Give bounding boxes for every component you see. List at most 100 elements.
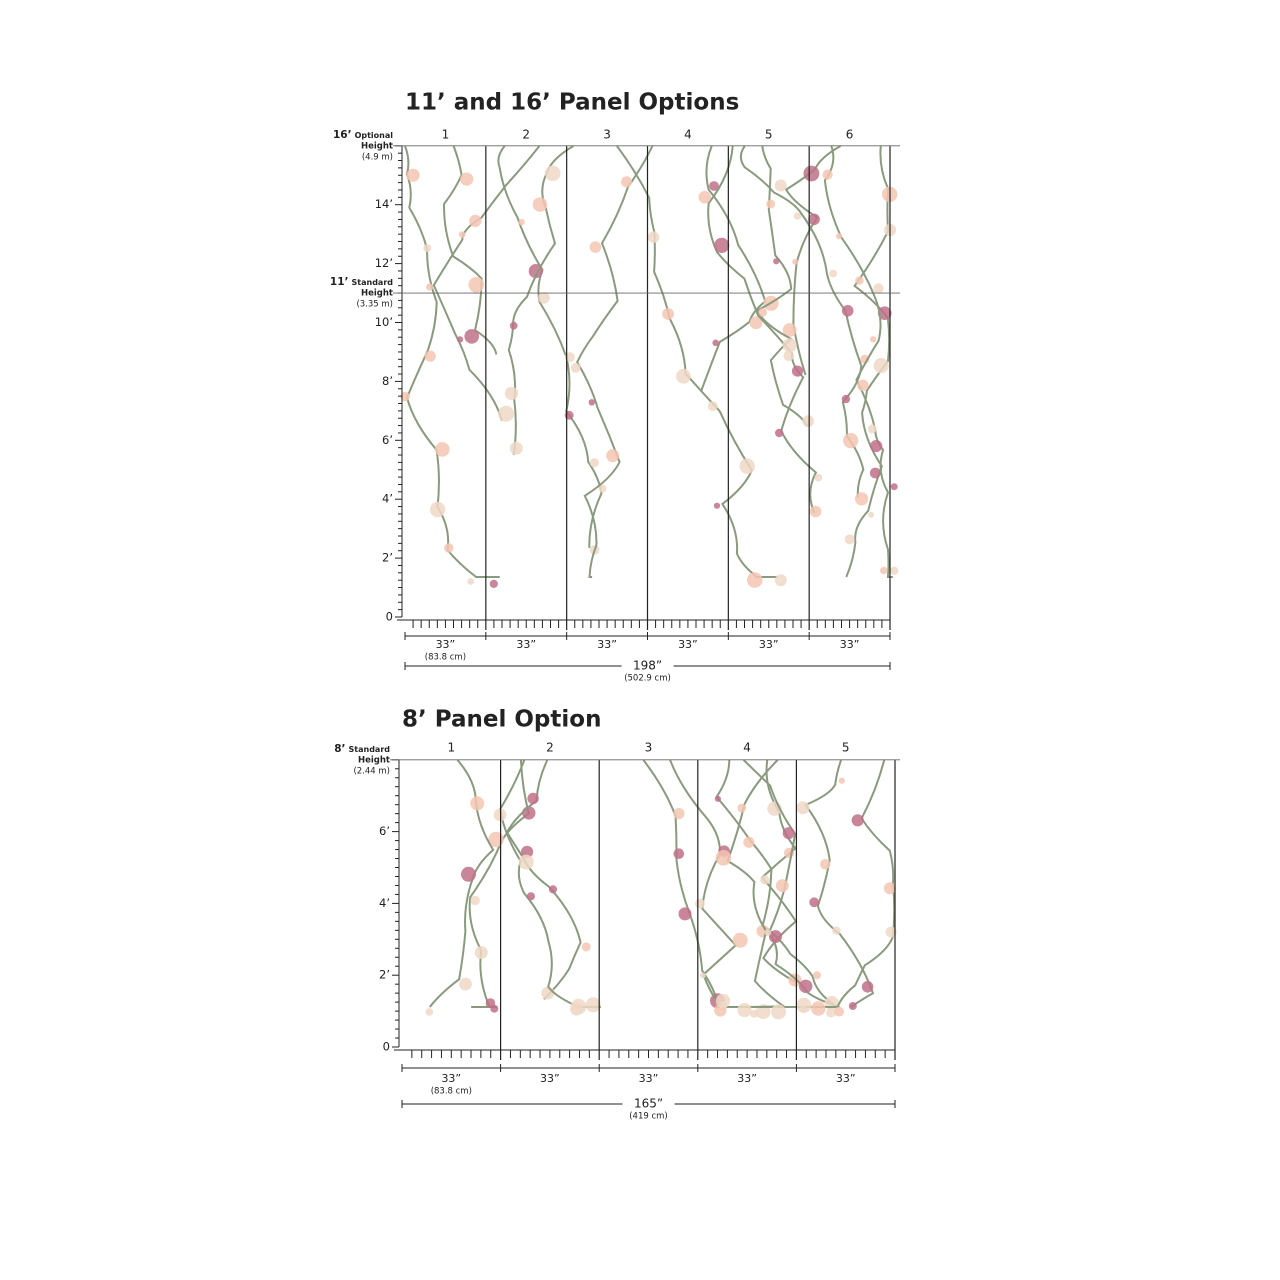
height-marker-label: Height — [358, 755, 390, 765]
blossom — [802, 415, 814, 428]
blossom — [870, 440, 883, 453]
blossom — [565, 352, 575, 362]
height-marker-metric: (4.9 m) — [362, 152, 393, 162]
blossom — [467, 578, 475, 585]
blossom — [799, 1005, 808, 1014]
blossom — [867, 424, 877, 434]
height-marker-metric: (2.44 m) — [353, 766, 390, 776]
blossom-pattern — [425, 759, 897, 1020]
blossom — [673, 808, 685, 820]
blossom — [532, 197, 548, 212]
blossom — [764, 929, 772, 936]
blossom — [606, 449, 620, 463]
blossom — [458, 231, 466, 238]
blossom — [803, 165, 820, 182]
height-marker-label: Height — [361, 141, 393, 151]
blossom — [869, 467, 881, 479]
blossom — [714, 237, 730, 253]
blossom — [885, 926, 897, 938]
blossom — [843, 433, 859, 449]
height-label: 6’ — [382, 433, 393, 447]
blossom — [873, 358, 889, 374]
height-label: 0 — [383, 1040, 390, 1054]
blossom — [522, 806, 536, 820]
blossom — [488, 831, 504, 848]
branch — [642, 759, 745, 1008]
panel-width: 33” — [540, 1072, 560, 1085]
height-label: 4’ — [382, 492, 393, 506]
blossom — [425, 1008, 434, 1016]
branch — [507, 145, 574, 455]
blossom — [621, 176, 632, 188]
blossom — [589, 241, 602, 253]
panel-width: 33” — [516, 638, 536, 651]
blossom — [509, 441, 523, 455]
blossom — [796, 801, 810, 815]
blossom — [877, 306, 892, 321]
panel-section: 8’ Panel Option 1 33” 2 33” 3 33” 4 33” 5 33” (83.8… — [334, 707, 900, 1122]
blossom — [570, 998, 587, 1015]
blossom — [834, 1006, 844, 1017]
blossom — [709, 181, 719, 191]
blossom — [870, 336, 877, 343]
blossom — [835, 233, 843, 240]
blossom — [598, 484, 607, 493]
blossom — [775, 879, 789, 893]
blossom — [758, 308, 767, 317]
panel-width: 33” — [597, 638, 617, 651]
total-width: 198” — [633, 659, 662, 673]
branch — [760, 759, 798, 983]
section-title: 11’ and 16’ Panel Options — [405, 90, 739, 116]
height-marker: 11’ Standard — [330, 276, 393, 288]
total-width: 165” — [634, 1097, 663, 1111]
blossom — [715, 993, 731, 1009]
blossom — [548, 885, 558, 894]
blossom — [541, 986, 555, 1000]
height-marker: 16’ Optional — [333, 129, 393, 141]
panel-width: 33” — [737, 1072, 757, 1085]
blossom — [890, 566, 899, 575]
blossom — [820, 859, 831, 870]
blossom — [527, 792, 539, 805]
blossom — [809, 897, 820, 908]
panel-number: 2 — [522, 128, 530, 142]
panel-width-metric: (83.8 cm) — [431, 1087, 472, 1097]
blossom — [489, 579, 498, 589]
blossom — [844, 534, 855, 545]
blossom — [713, 502, 721, 509]
panel-number: 6 — [846, 128, 854, 142]
blossom — [848, 1002, 857, 1010]
blossom — [464, 329, 480, 344]
branch — [576, 145, 654, 578]
blossom — [470, 796, 485, 811]
height-marker-value: 16’ — [333, 129, 352, 141]
blossom — [822, 169, 833, 180]
branch — [498, 759, 601, 1008]
blossom — [521, 845, 534, 858]
blossom — [890, 483, 898, 491]
height-marker-value: 11’ — [330, 276, 349, 288]
height-marker-note: Standard — [349, 744, 391, 753]
blossom — [861, 981, 874, 993]
blossom — [791, 365, 804, 377]
blossom — [424, 350, 436, 362]
blossom — [782, 338, 797, 353]
blossom — [581, 942, 591, 952]
height-label: 8’ — [382, 374, 393, 388]
blossom — [570, 363, 581, 373]
height-marker: 8’ Standard — [334, 743, 390, 755]
blossom — [813, 971, 821, 980]
panel-number: 5 — [842, 741, 850, 755]
blossom — [769, 930, 782, 944]
blossom — [423, 244, 432, 253]
blossom — [739, 458, 755, 474]
blossom — [470, 895, 480, 906]
blossom — [585, 997, 601, 1013]
blossom — [809, 505, 822, 518]
height-marker-note: Standard — [352, 278, 394, 287]
blossom — [792, 258, 799, 265]
branch — [429, 759, 495, 1008]
branch — [432, 145, 541, 421]
blossom — [504, 386, 519, 401]
